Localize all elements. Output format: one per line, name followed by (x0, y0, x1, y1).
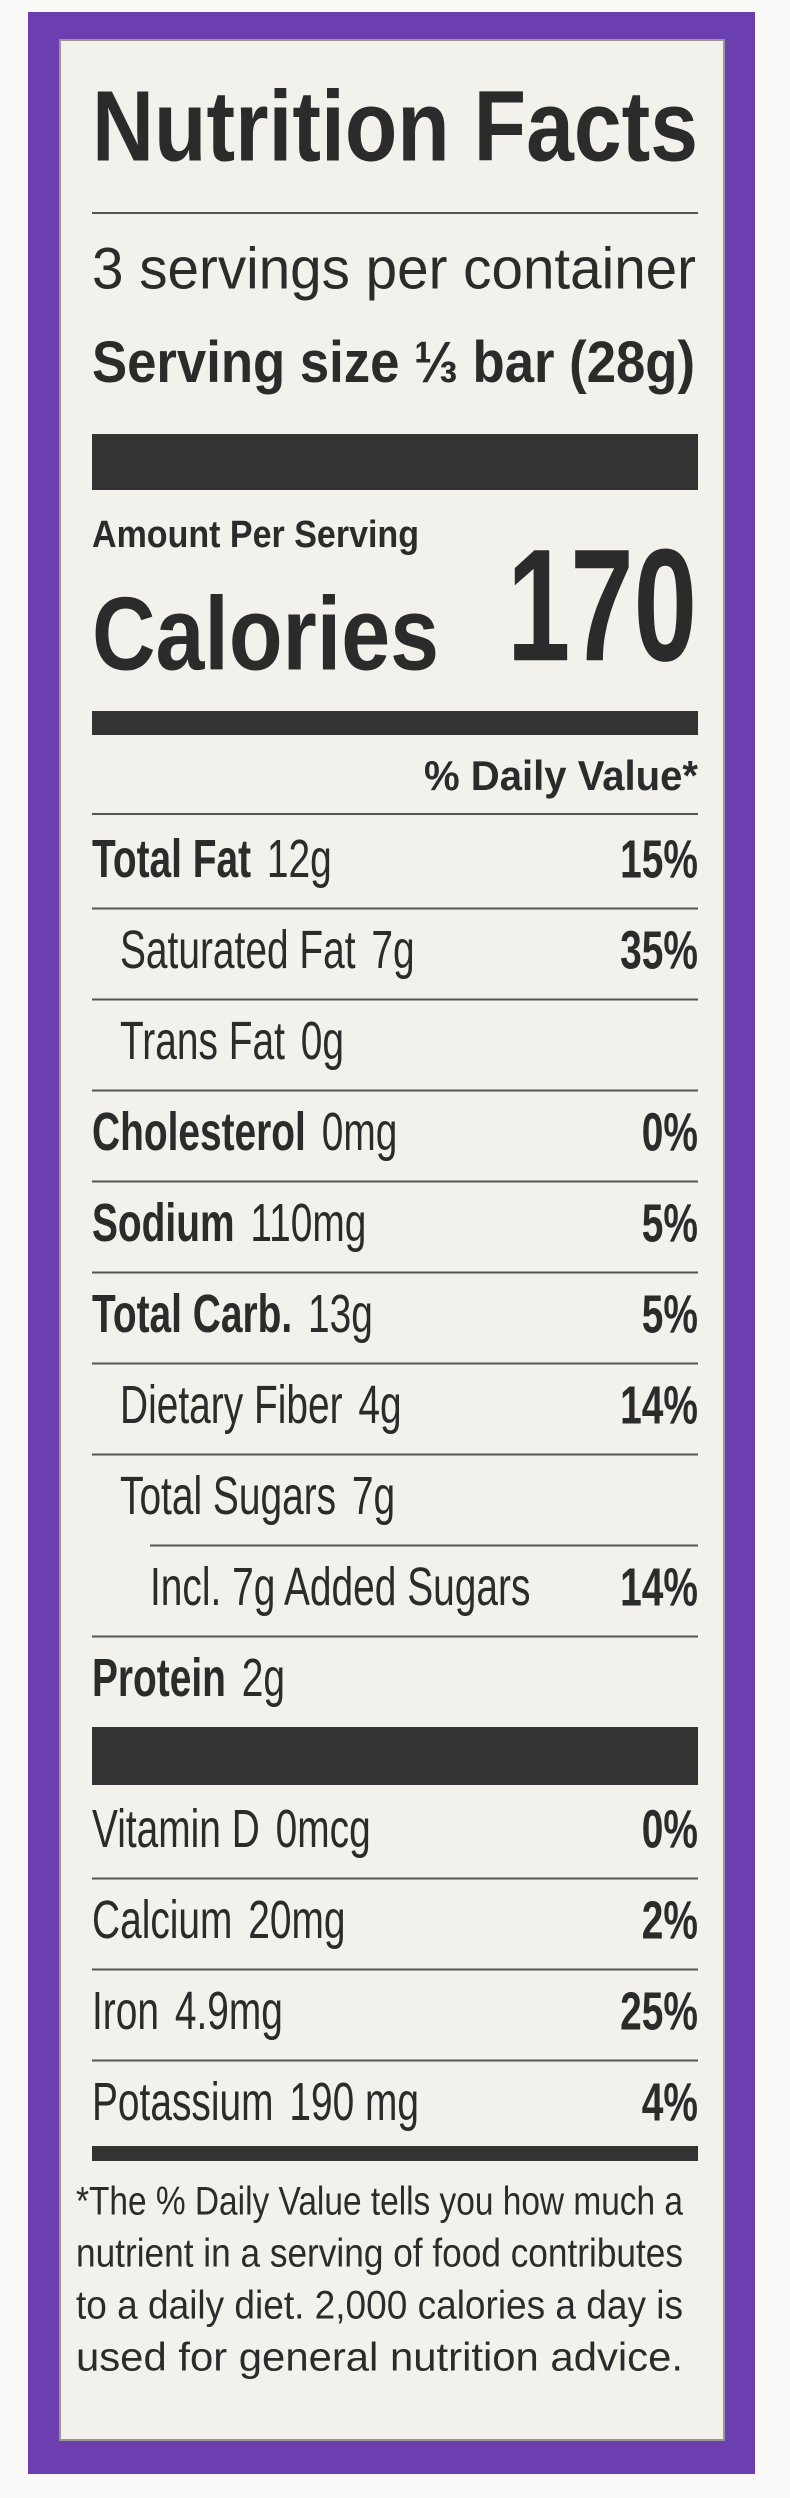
row: Incl. 7g Added Sugars (150, 1556, 530, 1617)
nutrient: Sodium 110mg (92, 1192, 366, 1253)
servings: 3 servings per container (92, 236, 696, 301)
footnote-line: nutrient in a serving of food contribute… (76, 2232, 683, 2276)
nutrient-amount: 13g (308, 1283, 373, 1344)
daily-value: 15% (620, 828, 698, 889)
nutrient-amount: 4g (358, 1374, 401, 1435)
row: Vitamin D 0mcg (92, 1798, 371, 1859)
nutrient: Saturated Fat 7g (120, 919, 415, 980)
dv-group: 5% (642, 1283, 698, 1344)
footnote-line: to a daily diet. 2,000 calories a day is (76, 2284, 683, 2328)
row: Dietary Fiber 4g (120, 1374, 402, 1435)
nutrient: Potassium 190 mg (92, 2071, 419, 2132)
nutrient: Vitamin D 0mcg (92, 1798, 371, 1859)
nutrient: Incl. 7g Added Sugars (150, 1556, 530, 1617)
daily-value-header: % Daily Value* (424, 752, 699, 799)
thick-bar (92, 1727, 698, 1785)
nutrient-name: Total Carb. (92, 1283, 292, 1344)
nutrient-name: Protein (92, 1647, 226, 1708)
nutrient-name: Potassium (92, 2071, 273, 2132)
calories-value: 170 (507, 515, 697, 694)
nutrient-name: Total Sugars (120, 1465, 336, 1526)
dv-group: 0% (642, 1101, 698, 1162)
row: Cholesterol 0mg (92, 1101, 397, 1162)
nutrient-name: Sodium (92, 1192, 235, 1253)
nutrient-name: Iron (92, 1980, 159, 2041)
daily-value: 4% (642, 2071, 698, 2132)
daily-value: 2% (642, 1889, 698, 1950)
daily-value: 0% (642, 1101, 698, 1162)
row: Total Fat 12g (92, 828, 332, 889)
nutrient-name: Vitamin D (92, 1798, 260, 1859)
nutrient-amount: 110mg (250, 1192, 366, 1253)
nutrient-amount: 190 mg (289, 2071, 419, 2132)
dv-group: 14% (620, 1374, 698, 1435)
calories-label: Calories (92, 576, 439, 692)
dv-group: 15% (620, 828, 698, 889)
nutrient-amount: 0mg (322, 1101, 398, 1162)
row: Saturated Fat 7g (120, 919, 415, 980)
daily-value: 0% (642, 1798, 698, 1859)
row: Potassium 190 mg (92, 2071, 419, 2132)
dv-group: 25% (620, 1980, 698, 2041)
daily-value: 14% (620, 1374, 698, 1435)
daily-value: 35% (620, 919, 698, 980)
row: Total Carb. 13g (92, 1283, 373, 1344)
dv-group: 2% (642, 1889, 698, 1950)
nutrient-name: Dietary Fiber (120, 1374, 343, 1435)
row: Iron 4.9mg (92, 1980, 283, 2041)
dv-group: 14% (620, 1556, 698, 1617)
dv-group: 35% (620, 919, 698, 980)
daily-value: 5% (642, 1192, 698, 1253)
title: Nutrition Facts (92, 70, 698, 182)
row: Total Sugars 7g (120, 1465, 395, 1526)
thick-bar (92, 2146, 698, 2161)
daily-value: 5% (642, 1283, 698, 1344)
nutrient-amount: 7g (352, 1465, 395, 1526)
nutrient-name: Cholesterol (92, 1101, 306, 1162)
nutrient-amount: 7g (371, 919, 414, 980)
nutrient-name: Incl. 7g Added Sugars (150, 1556, 530, 1617)
nutrient-name: Saturated Fat (120, 919, 356, 980)
dv-group: 4% (642, 2071, 698, 2132)
row: Protein 2g (92, 1647, 285, 1708)
nutrient-amount: 0mcg (276, 1798, 371, 1859)
nutrient-name: Total Fat (92, 828, 251, 889)
amount-per-serving: Amount Per Serving (92, 514, 419, 556)
serving-size-label: Serving size (92, 330, 399, 395)
nutrient: Total Sugars 7g (120, 1465, 395, 1526)
nutrient-amount: 4.9mg (175, 1980, 283, 2041)
nutrient: Dietary Fiber 4g (120, 1374, 402, 1435)
thick-bar (92, 711, 698, 735)
nutrient: Total Fat 12g (92, 828, 332, 889)
serving-size-value: ⅓ bar (28g) (414, 330, 695, 395)
dv-group: 5% (642, 1192, 698, 1253)
footnote-line: used for general nutrition advice. (76, 2336, 683, 2380)
nutrient: Cholesterol 0mg (92, 1101, 397, 1162)
nutrient-amount: 0g (301, 1010, 344, 1071)
nutrient: Total Carb. 13g (92, 1283, 373, 1344)
nutrient-name: Trans Fat (120, 1010, 285, 1071)
row: Calcium 20mg (92, 1889, 346, 1950)
row: Trans Fat 0g (120, 1010, 344, 1071)
daily-value: 25% (620, 1980, 698, 2041)
nutrient-amount: 12g (267, 828, 332, 889)
nutrient-amount: 2g (242, 1647, 285, 1708)
nutrient: Iron 4.9mg (92, 1980, 283, 2041)
nutrient-name: Calcium (92, 1889, 232, 1950)
nutrient: Calcium 20mg (92, 1889, 346, 1950)
nutrient: Trans Fat 0g (120, 1010, 344, 1071)
thick-bar (92, 434, 698, 490)
footnote-line: *The % Daily Value tells you how much a (76, 2180, 684, 2224)
nutrient-amount: 20mg (248, 1889, 345, 1950)
row: Sodium 110mg (92, 1192, 366, 1253)
nutrient: Protein 2g (92, 1647, 285, 1708)
serving-size: Serving size ⅓ bar (28g) (92, 330, 695, 395)
dv-group: 0% (642, 1798, 698, 1859)
daily-value: 14% (620, 1556, 698, 1617)
